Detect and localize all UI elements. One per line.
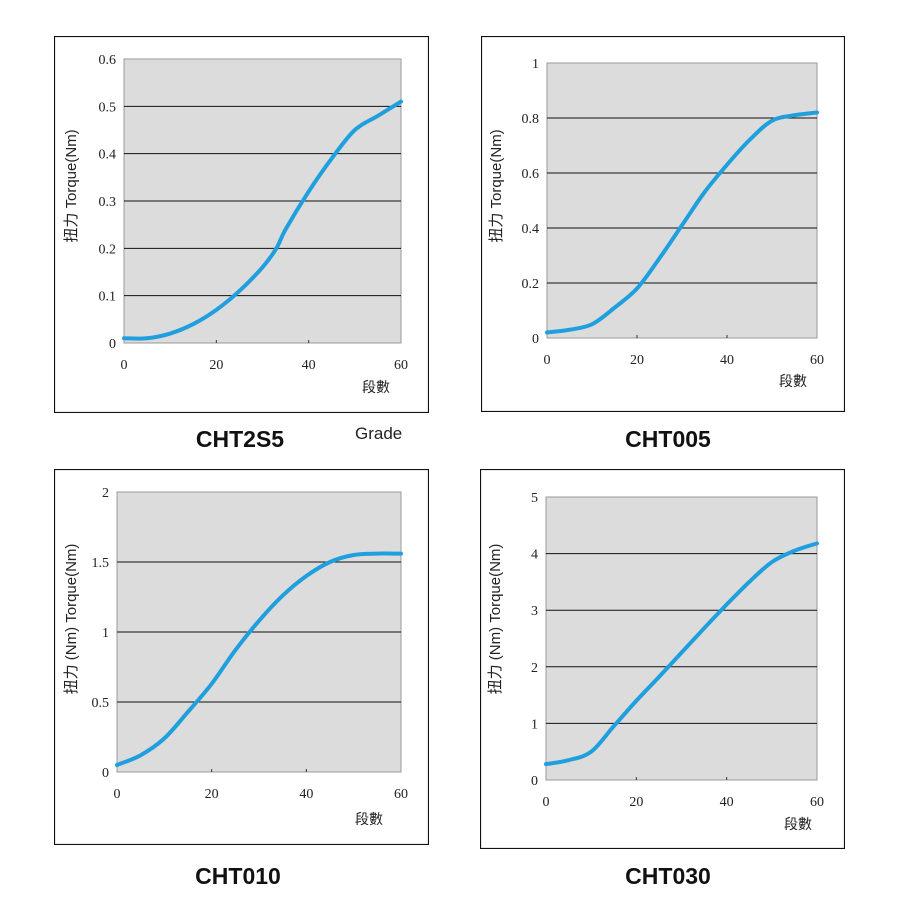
y-tick-label: 0.3: [99, 195, 117, 210]
x-tick-label: 20: [629, 795, 643, 810]
y-axis-label: 扭力 (Nm) Torque(Nm): [63, 544, 80, 695]
y-axis-label: 扭力 Torque(Nm): [63, 129, 80, 242]
chart-cht030: 0 1 2 3 4 5 0 20 40 60 扭力 (Nm) Torque(Nm) 段數: [480, 469, 845, 849]
grade-label: Grade: [355, 424, 403, 443]
y-tick-label: 1: [531, 717, 538, 732]
y-tick-label: 5: [531, 491, 538, 506]
y-tick-label: 1: [532, 57, 539, 72]
y-tick-label: 3: [531, 604, 538, 619]
x-tick-label: 20: [630, 353, 644, 368]
y-axis-label: 扭力 (Nm) Torque(Nm): [487, 544, 504, 695]
x-tick-label: 0: [114, 787, 121, 802]
y-tick-label: 0.5: [92, 696, 110, 711]
y-tick-label: 1: [102, 626, 109, 641]
plot-area: [546, 62, 818, 339]
y-tick-label: 0: [531, 774, 538, 789]
y-tick-label: 0.2: [522, 277, 540, 292]
x-axis-label: 段數: [784, 817, 812, 833]
x-tick-label: 40: [720, 353, 734, 368]
x-tick-label: 60: [394, 358, 408, 373]
y-tick-label: 0.8: [522, 112, 540, 127]
series-line: [115, 551, 403, 767]
x-tick-label: 20: [205, 787, 219, 802]
x-tick-label: 40: [299, 787, 313, 802]
y-tick-label: 0: [532, 332, 539, 347]
series-line: [544, 541, 819, 767]
x-axis-label: 段數: [355, 812, 383, 828]
caption-cht2s5: CHT2S5: [195, 426, 285, 452]
y-tick-label: 0.4: [522, 222, 540, 237]
y-tick-label: 0: [102, 766, 109, 781]
x-tick-label: 20: [209, 358, 223, 373]
series-line: [122, 99, 403, 341]
chart-cht005: 0 0.2 0.4 0.6 0.8 1 0 20 40 60 扭力 Torque(Nm) 段數: [481, 36, 845, 412]
x-tick-label: 60: [810, 795, 824, 810]
y-tick-label: 2: [102, 486, 109, 501]
caption-cht010: CHT010: [195, 863, 281, 889]
y-tick-label: 4: [531, 548, 538, 563]
x-tick-label: 40: [720, 795, 734, 810]
y-tick-label: 2: [531, 661, 538, 676]
x-axis-label: 段數: [362, 380, 390, 396]
caption-cht030: CHT030: [625, 863, 711, 889]
y-tick-label: 0.1: [99, 290, 117, 305]
x-tick-label: 0: [544, 353, 551, 368]
x-tick-label: 60: [810, 353, 824, 368]
y-tick-label: 0.4: [99, 148, 117, 163]
y-tick-label: 0.5: [99, 100, 117, 115]
y-axis-label: 扭力 Torque(Nm): [488, 129, 505, 242]
x-tick-label: 60: [394, 787, 408, 802]
y-tick-label: 1.5: [92, 556, 110, 571]
series-line: [545, 110, 819, 335]
y-tick-label: 0.2: [99, 242, 117, 257]
x-tick-label: 0: [543, 795, 550, 810]
y-tick-label: 0: [109, 337, 116, 352]
x-tick-label: 40: [302, 358, 316, 373]
y-tick-label: 0.6: [522, 167, 540, 182]
y-tick-label: 0.6: [99, 53, 117, 68]
chart-cht2s5: 0 0.1 0.2 0.3 0.4 0.5 0.6 0 20 40 60 扭力 Torque(Nm) 段…: [54, 36, 429, 413]
caption-cht005: CHT005: [625, 426, 711, 452]
plot-area: [545, 496, 818, 781]
x-axis-label: 段數: [779, 374, 807, 390]
x-tick-label: 0: [121, 358, 128, 373]
